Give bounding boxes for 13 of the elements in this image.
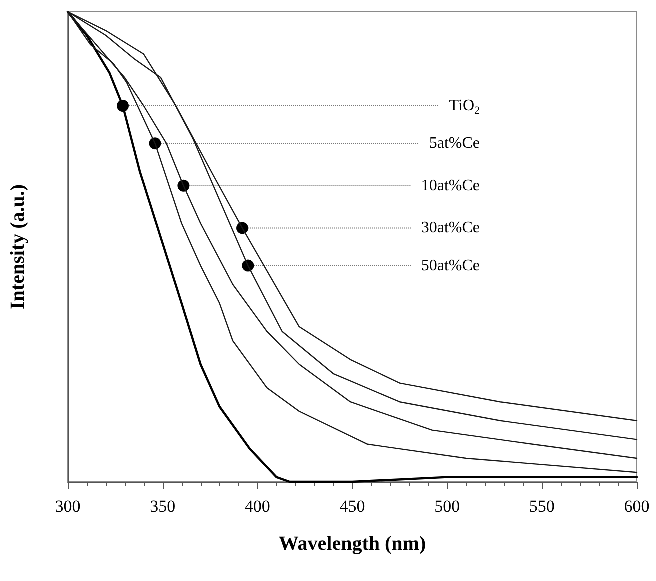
x-tick-label: 400 [244, 497, 270, 516]
x-tick-label: 600 [624, 497, 650, 516]
annotation: 30at%Ce [421, 220, 480, 237]
x-axis-title: Wavelength (nm) [278, 533, 426, 555]
y-axis-title: Intensity (a.u.) [7, 184, 29, 310]
x-tick-label: 350 [150, 497, 176, 516]
x-tick-label: 500 [434, 497, 460, 516]
x-tick-label: 300 [55, 497, 81, 516]
x-tick-label: 550 [529, 497, 555, 516]
annotation: 50at%Ce [421, 257, 480, 274]
x-tick-label: 450 [340, 497, 366, 516]
annotation: 5at%Ce [429, 135, 480, 152]
annotation: 10at%Ce [421, 177, 480, 194]
